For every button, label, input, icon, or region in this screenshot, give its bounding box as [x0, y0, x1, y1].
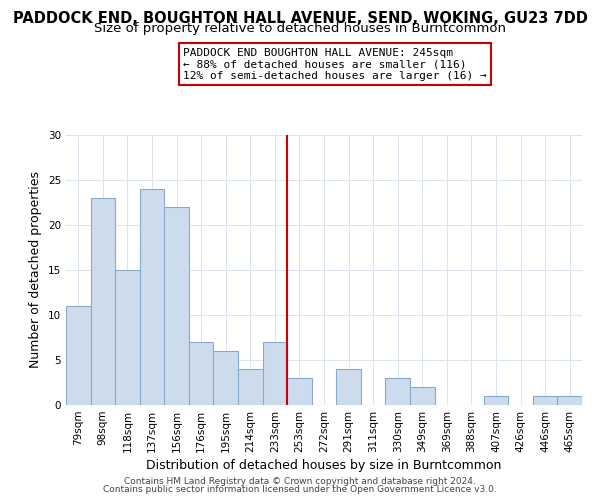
Bar [238, 369, 263, 405]
Bar [214, 351, 238, 405]
Bar [164, 207, 189, 405]
Bar [385, 378, 410, 405]
Bar [533, 396, 557, 405]
Bar [140, 189, 164, 405]
Bar [410, 387, 434, 405]
Bar [91, 198, 115, 405]
Text: PADDOCK END BOUGHTON HALL AVENUE: 245sqm
← 88% of detached houses are smaller (1: PADDOCK END BOUGHTON HALL AVENUE: 245sqm… [183, 48, 487, 80]
Bar [336, 369, 361, 405]
Bar [287, 378, 312, 405]
Y-axis label: Number of detached properties: Number of detached properties [29, 172, 43, 368]
Bar [263, 342, 287, 405]
Text: Size of property relative to detached houses in Burntcommon: Size of property relative to detached ho… [94, 22, 506, 35]
X-axis label: Distribution of detached houses by size in Burntcommon: Distribution of detached houses by size … [146, 459, 502, 472]
Text: Contains public sector information licensed under the Open Government Licence v3: Contains public sector information licen… [103, 485, 497, 494]
Text: PADDOCK END, BOUGHTON HALL AVENUE, SEND, WOKING, GU23 7DD: PADDOCK END, BOUGHTON HALL AVENUE, SEND,… [13, 11, 587, 26]
Bar [115, 270, 140, 405]
Bar [66, 306, 91, 405]
Bar [484, 396, 508, 405]
Bar [189, 342, 214, 405]
Bar [557, 396, 582, 405]
Text: Contains HM Land Registry data © Crown copyright and database right 2024.: Contains HM Land Registry data © Crown c… [124, 477, 476, 486]
